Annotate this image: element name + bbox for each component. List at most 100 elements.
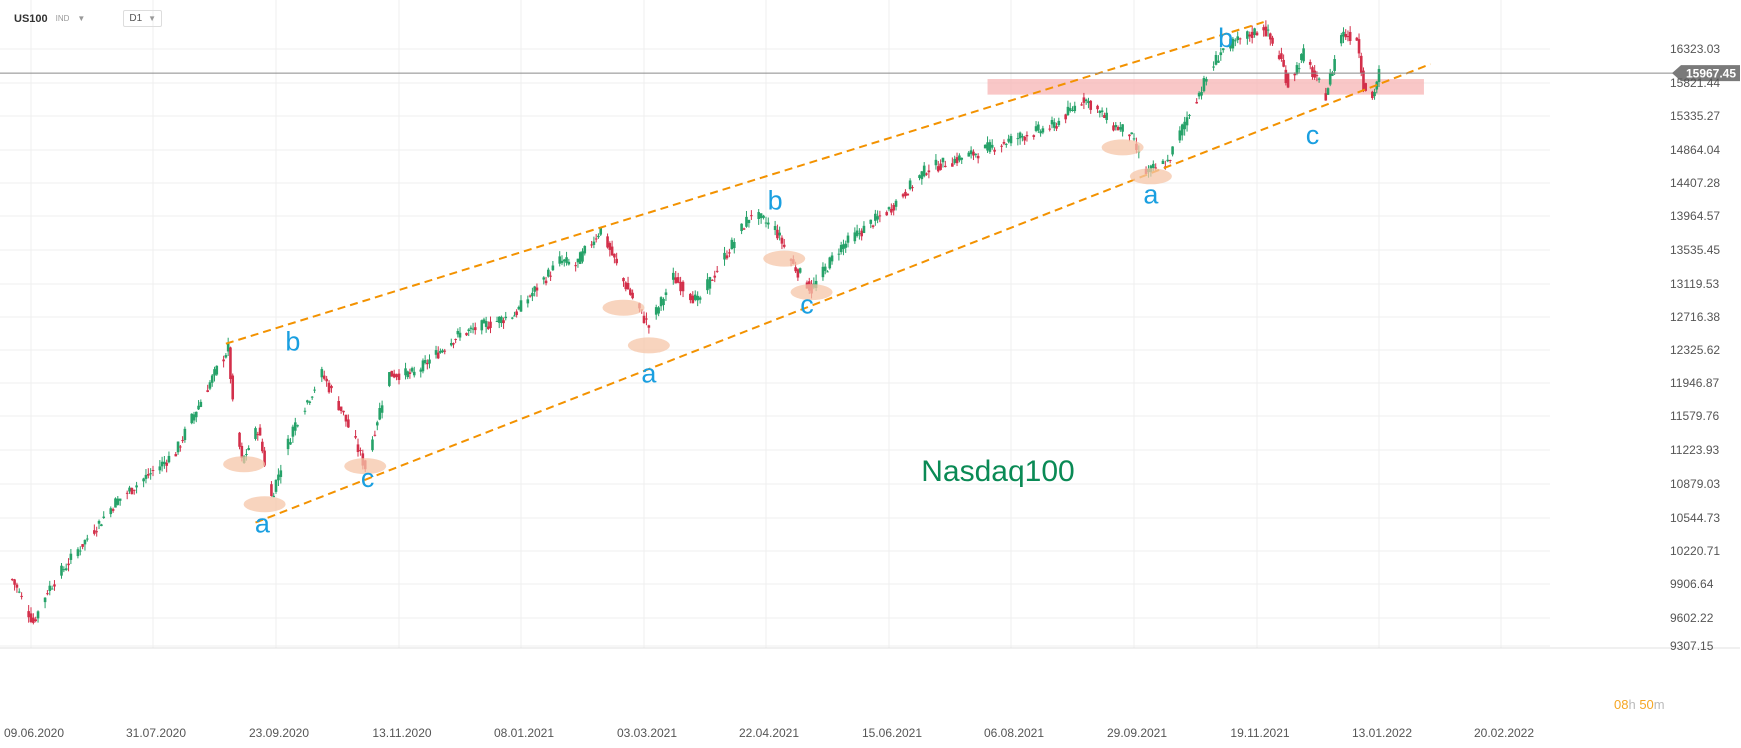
countdown-minutes: 50 [1639,697,1654,712]
candle-body [1025,134,1029,137]
candle-body [681,281,685,292]
candle-body [647,325,651,328]
candle-body [118,498,122,501]
y-tick-label: 15335.27 [1670,109,1720,123]
wave-label: c [361,463,375,493]
candle-body [1313,70,1316,78]
candle-body [624,282,628,290]
candle-body [613,253,616,258]
y-tick-label: 11579.76 [1670,409,1719,423]
resistance-zone-rect [987,79,1424,95]
candle-body [151,470,155,472]
candle-body [378,408,382,420]
candle-body [1236,36,1240,41]
candle-body [764,222,768,224]
candle-body [657,307,660,314]
pivot-ellipse [1129,168,1172,185]
symbol-label[interactable]: US100 [14,12,48,25]
candle-body [1005,143,1008,145]
candle-body [224,355,228,358]
candle-body [93,530,96,534]
candle-body [245,453,248,455]
candle-body [528,295,532,297]
chevron-down-icon[interactable]: ▼ [77,14,86,23]
timeframe-select[interactable]: D1 ▼ [123,10,163,27]
candle-body [495,321,499,323]
candle-body [551,265,555,271]
candle-body [762,215,765,218]
candle-body [320,369,324,378]
candle-body [392,373,396,378]
candle-body [36,611,40,619]
candle-countdown: 08h 50m [1614,697,1665,712]
candle-body [247,448,250,450]
x-tick-label: 20.02.2022 [1474,726,1534,740]
candle-body [1355,37,1359,41]
candle-body [969,150,973,155]
candle-body [53,584,56,587]
candle-body [371,439,374,451]
pivot-ellipse [763,250,806,267]
candle-body [337,400,341,411]
candle-body [659,297,663,307]
candle-body [1087,101,1090,104]
candle-body [1039,131,1042,134]
candle-body [1231,38,1235,49]
candle-body [1255,32,1259,36]
candle-body [955,157,959,164]
candle-body [706,279,709,291]
candle-body [782,244,786,247]
candle-body [408,372,412,374]
candle-body [691,295,695,304]
candle-body [645,318,648,320]
candle-body [50,588,54,590]
y-tick-label: 16323.03 [1670,42,1720,56]
y-tick-label: 13119.53 [1670,277,1719,291]
candle-body [608,243,612,250]
candle-body [1359,55,1363,74]
candle-body [757,212,760,219]
candle-body [43,597,47,603]
candle-body [723,252,726,260]
candle-body [1280,53,1283,60]
y-tick-label: 9307.15 [1670,639,1714,653]
wave-label: b [768,186,783,216]
y-tick-label: 15821.44 [1670,76,1720,90]
candle-body [114,498,117,508]
candle-body [908,180,912,190]
candle-body [1132,138,1136,140]
candle-body [34,619,37,622]
candle-body [904,191,907,197]
current-price-tag [1672,65,1740,82]
pivot-ellipse [1101,139,1144,156]
candle-body [238,432,241,447]
candle-body [428,359,431,364]
candle-body [208,382,212,389]
candle-body [29,613,33,623]
candle-body [1233,40,1237,42]
y-tick-label: 10879.03 [1670,477,1720,491]
candle-body [1018,132,1022,139]
candle-body [272,495,276,498]
candle-body [165,462,168,466]
y-tick-label: 9906.64 [1670,577,1714,591]
candle-body [542,277,546,280]
candle-body [983,144,987,149]
candle-body [102,516,106,518]
chart-toolbar: US100 IND ▼ D1 ▼ [14,10,163,27]
candle-body [972,151,975,156]
candle-body [892,204,895,211]
y-tick-label: 13535.45 [1670,243,1720,257]
x-tick-label: 22.04.2021 [739,726,799,740]
candle-body [1034,126,1038,131]
candle-body [489,321,492,328]
candle-body [693,294,697,300]
candle-body [960,157,964,160]
current-price-line: 15967.45 [0,65,1740,82]
y-tick-label: 11946.87 [1670,376,1719,390]
candle-body [1089,100,1093,110]
candle-body [711,279,714,281]
candle-body [179,446,182,448]
x-tick-label: 23.09.2020 [249,726,309,740]
